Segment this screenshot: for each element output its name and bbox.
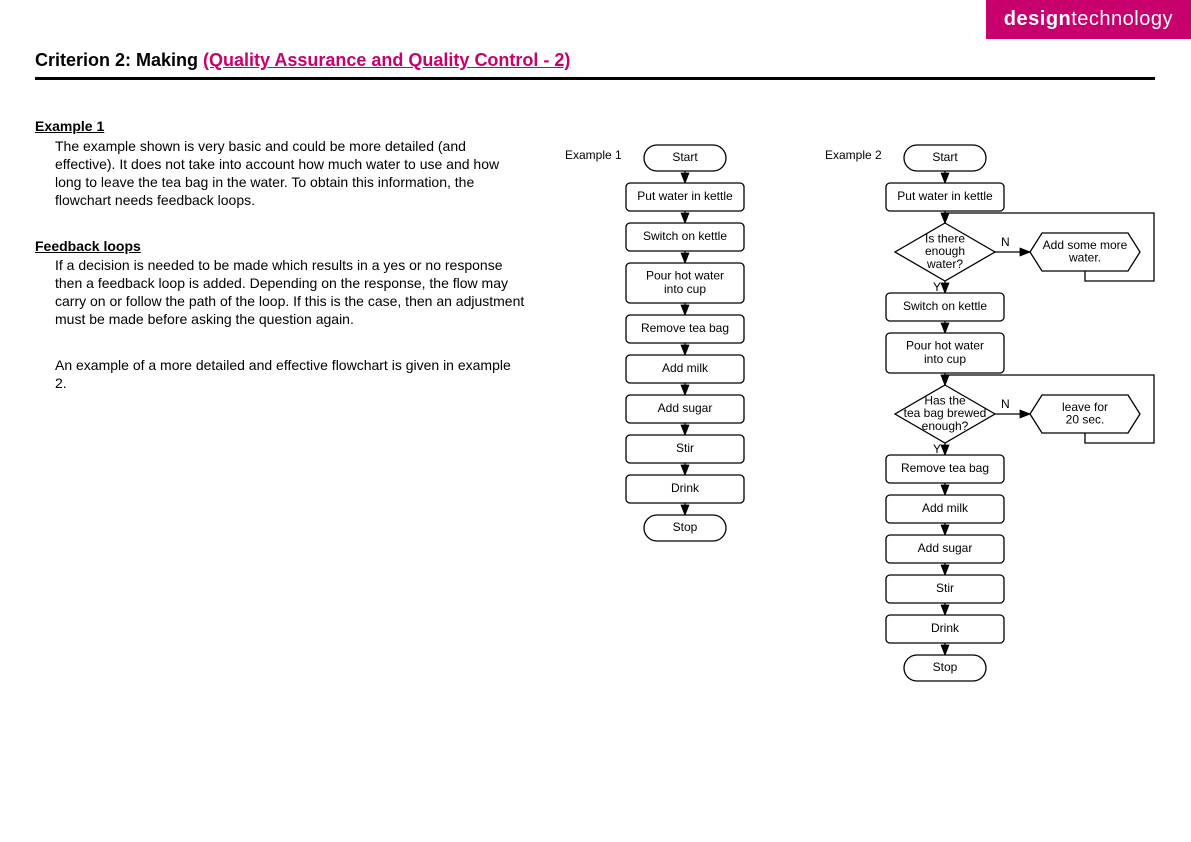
svg-text:water?: water? [926,257,963,271]
svg-text:Stir: Stir [936,581,954,595]
svg-text:Put water in kettle: Put water in kettle [897,189,993,203]
svg-text:N: N [1001,235,1010,249]
page-title: Criterion 2: Making (Quality Assurance a… [35,50,1155,71]
svg-text:into cup: into cup [664,282,706,296]
svg-text:Switch on kettle: Switch on kettle [643,229,727,243]
body-text-column: Example 1 The example shown is very basi… [35,118,525,421]
svg-text:20 sec.: 20 sec. [1066,412,1105,426]
svg-text:Pour hot water: Pour hot water [646,268,724,282]
feedback-paragraph-2: An example of a more detailed and effect… [55,357,525,393]
svg-text:Add sugar: Add sugar [918,541,973,555]
svg-text:Pour hot water: Pour hot water [906,338,984,352]
title-magenta: (Quality Assurance and Quality Control -… [203,50,570,70]
svg-text:Stop: Stop [933,660,958,674]
svg-text:Drink: Drink [931,621,960,635]
svg-text:water.: water. [1068,250,1101,264]
svg-text:Y: Y [933,442,941,456]
svg-text:Drink: Drink [671,481,700,495]
svg-text:Start: Start [932,150,958,164]
svg-text:Example 1: Example 1 [565,148,622,162]
svg-text:Add milk: Add milk [662,361,709,375]
svg-text:Add sugar: Add sugar [658,401,713,415]
svg-text:Remove tea bag: Remove tea bag [901,461,989,475]
flowchart-svg: Example 1 Start Put water in kettle Switch … [545,133,1185,833]
flowchart-area: Example 1 Start Put water in kettle Switch … [545,133,1185,833]
title-rule [35,77,1155,80]
svg-text:Start: Start [672,150,698,164]
svg-text:Stop: Stop [673,520,698,534]
brand-bold: design [1004,8,1071,30]
svg-text:Add milk: Add milk [922,501,969,515]
svg-text:enough?: enough? [922,419,969,433]
svg-text:Put water in kettle: Put water in kettle [637,189,733,203]
svg-text:into cup: into cup [924,352,966,366]
feedback-heading: Feedback loops [35,238,525,256]
feedback-paragraph-1: If a decision is needed to be made which… [55,257,525,329]
svg-text:Remove tea bag: Remove tea bag [641,321,729,335]
svg-text:Y: Y [933,280,941,294]
example1-heading: Example 1 [35,118,525,136]
brand-light: technology [1071,8,1173,30]
svg-text:N: N [1001,397,1010,411]
svg-text:Example 2: Example 2 [825,148,882,162]
brand-badge: designtechnology [986,0,1191,39]
svg-text:Stir: Stir [676,441,694,455]
svg-text:Switch on kettle: Switch on kettle [903,299,987,313]
title-area: Criterion 2: Making (Quality Assurance a… [35,50,1155,80]
example1-paragraph: The example shown is very basic and coul… [55,138,525,210]
title-black: Criterion 2: Making [35,50,203,70]
